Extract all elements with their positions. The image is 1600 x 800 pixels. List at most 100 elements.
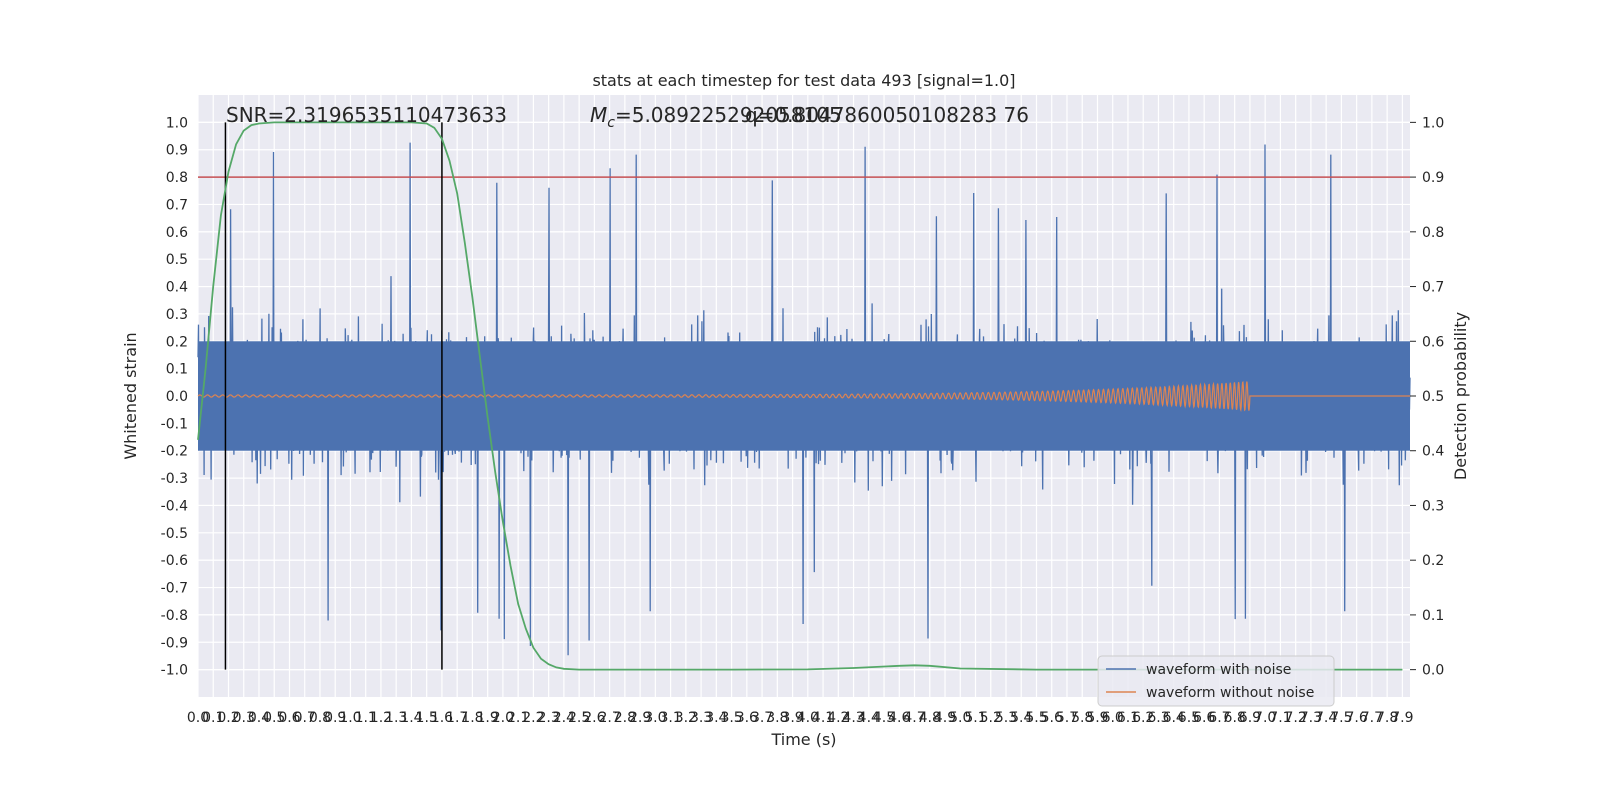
x-tick-label: 4.2	[827, 710, 849, 726]
x-tick-label: 3.6	[736, 710, 758, 726]
x-tick-label: 4.4	[858, 710, 880, 726]
y2-tick-label: 0.0	[1422, 663, 1444, 679]
x-axis-label: Time (s)	[770, 730, 836, 749]
mc-subscript: c	[607, 115, 615, 131]
x-tick-label: 4.9	[934, 710, 956, 726]
x-tick-label: 6.1	[1117, 710, 1139, 726]
y2-tick-label: 0.5	[1422, 389, 1444, 405]
x-tick-label: 2.4	[553, 710, 575, 726]
y2-tick-label: 0.7	[1422, 280, 1444, 296]
series-waveform-without-noise	[197, 381, 1410, 413]
snr-annotation: SNR=2.3196535110473633	[226, 103, 507, 127]
x-tick-label: 2.6	[583, 710, 605, 726]
x-tick-label: 1.2	[370, 710, 392, 726]
x-tick-label: 2.7	[598, 710, 620, 726]
x-tick-label: 3.4	[705, 710, 727, 726]
x-tick-label: 1.8	[461, 710, 483, 726]
x-tick-label: 5.3	[995, 710, 1017, 726]
x-tick-label: 6.4	[1163, 710, 1185, 726]
x-tick-label: 5.9	[1086, 710, 1108, 726]
x-tick-label: 3.8	[766, 710, 788, 726]
y-tick-label: 1.0	[166, 115, 188, 131]
x-tick-label: 3.3	[690, 710, 712, 726]
x-tick-label: 5.4	[1010, 710, 1032, 726]
legend-box	[1097, 655, 1335, 707]
x-tick-label: 6.3	[1147, 710, 1169, 726]
x-tick-label: 2.0	[492, 710, 514, 726]
x-tick-label: 1.5	[416, 710, 438, 726]
x-tick-label: 7.9	[1391, 710, 1413, 726]
mass-ratio-annotation: q=0.8047860050108283 76	[745, 103, 1029, 127]
x-tick-label: 2.1	[507, 710, 529, 726]
y-tick-label: 0.9	[166, 143, 188, 159]
y2-tick-label: 0.3	[1422, 498, 1444, 514]
x-tick-label: 2.9	[629, 710, 651, 726]
x-tick-label: 1.7	[446, 710, 468, 726]
x-tick-label: 7.6	[1346, 710, 1368, 726]
x-tick-label: 7.4	[1315, 710, 1337, 726]
chirp-mass-annotation: Mc=5.089225292058105	[590, 103, 842, 131]
y-tick-label: 0.3	[166, 307, 188, 323]
x-tick-label: 4.1	[812, 710, 834, 726]
x-tick-label: 2.5	[568, 710, 590, 726]
x-tick-label: 5.5	[1025, 710, 1047, 726]
x-tick-label: 6.9	[1239, 710, 1261, 726]
probability-line	[197, 121, 1403, 671]
x-tick-label: 0.1	[202, 710, 224, 726]
chart-title: stats at each timestep for test data 493…	[592, 71, 1015, 90]
x-tick-label: 7.0	[1254, 710, 1276, 726]
y-tick-label: -0.1	[161, 416, 188, 432]
x-tick-label: 6.8	[1224, 710, 1246, 726]
y-tick-label: -0.9	[161, 635, 188, 651]
x-tick-label: 5.0	[949, 710, 971, 726]
x-tick-label: 2.8	[614, 710, 636, 726]
y-tick-label: 0.7	[166, 197, 188, 213]
y-tick-label: -0.2	[161, 444, 188, 460]
x-tick-label: 0.6	[278, 710, 300, 726]
x-tick-label: 3.1	[659, 710, 681, 726]
x-tick-label: 0.9	[324, 710, 346, 726]
y-tick-label: 0.2	[166, 334, 188, 350]
y-tick-label: 0.6	[166, 225, 188, 241]
legend-entry-clean: waveform without noise	[1146, 685, 1314, 701]
right-y-axis-ticks: 1.0 0.9 0.8 0.7 0.6 0.5 0.4 0.3 0.2 0.1 0.0	[1410, 115, 1444, 679]
x-tick-label: 1.6	[431, 710, 453, 726]
x-tick-label: 2.2	[522, 710, 544, 726]
y-tick-label: 0.8	[166, 170, 188, 186]
y-tick-label: -0.5	[161, 526, 188, 542]
y-tick-label: -0.4	[161, 498, 188, 514]
y2-tick-label: 0.4	[1422, 444, 1444, 460]
x-tick-label: 4.7	[903, 710, 925, 726]
x-tick-label: 6.6	[1193, 710, 1215, 726]
x-tick-label: 4.0	[797, 710, 819, 726]
x-tick-label: 3.7	[751, 710, 773, 726]
y2-tick-label: 1.0	[1422, 115, 1444, 131]
x-tick-label: 0.8	[309, 710, 331, 726]
y-tick-label: 0.0	[166, 389, 188, 405]
x-tick-label: 5.1	[964, 710, 986, 726]
y-tick-label: 0.1	[166, 362, 188, 378]
x-tick-label: 7.2	[1285, 710, 1307, 726]
legend: waveform with noise waveform without noi…	[1097, 655, 1335, 707]
y-tick-label: -0.8	[161, 608, 188, 624]
x-tick-label: 7.8	[1376, 710, 1398, 726]
x-tick-label: 5.8	[1071, 710, 1093, 726]
x-tick-label: 5.7	[1056, 710, 1078, 726]
x-tick-label: 4.6	[888, 710, 910, 726]
mc-symbol: M	[590, 103, 607, 127]
x-tick-label: 0.2	[217, 710, 239, 726]
x-tick-label: 3.5	[720, 710, 742, 726]
x-tick-label: 0.0	[187, 710, 209, 726]
x-tick-label: 5.2	[980, 710, 1002, 726]
series-detection-probability	[197, 121, 1403, 671]
clean-waveform-line	[197, 381, 1410, 413]
event-markers	[224, 122, 443, 670]
x-tick-label: 6.7	[1208, 710, 1230, 726]
x-tick-label: 7.3	[1300, 710, 1322, 726]
y2-tick-label: 0.9	[1422, 170, 1444, 186]
x-tick-label: 3.2	[675, 710, 697, 726]
mc-value: =5.089225292058105	[615, 103, 842, 127]
y2-tick-label: 0.6	[1422, 334, 1444, 350]
x-tick-label: 1.1	[355, 710, 377, 726]
